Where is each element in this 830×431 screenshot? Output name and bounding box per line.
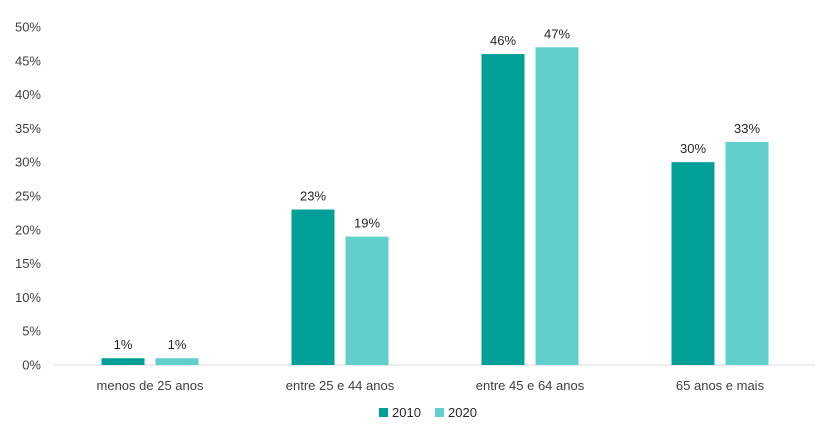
legend-label-2010: 2010	[392, 405, 421, 420]
data-label-2010: 23%	[300, 189, 326, 204]
y-tick-label: 15%	[15, 256, 41, 271]
y-tick-label: 35%	[15, 121, 41, 136]
bar-2010	[481, 54, 525, 365]
y-tick-label: 0%	[22, 358, 41, 373]
bar-2020	[155, 358, 199, 365]
y-tick-label: 25%	[15, 189, 41, 204]
data-label-2010: 46%	[490, 33, 516, 48]
y-tick-label: 30%	[15, 155, 41, 170]
x-tick-label: menos de 25 anos	[97, 378, 204, 393]
bar-2020	[345, 236, 389, 365]
x-tick-label: entre 45 e 64 anos	[476, 378, 585, 393]
bar-2020	[535, 47, 579, 365]
data-label-2010: 30%	[680, 141, 706, 156]
data-label-2020: 47%	[544, 26, 570, 41]
legend-label-2020: 2020	[448, 405, 477, 420]
data-label-2010: 1%	[114, 337, 133, 352]
y-tick-label: 10%	[15, 290, 41, 305]
bar-2010	[291, 209, 335, 365]
y-tick-label: 45%	[15, 53, 41, 68]
y-tick-label: 20%	[15, 222, 41, 237]
data-label-2020: 33%	[734, 121, 760, 136]
bar-2010	[671, 162, 715, 365]
data-label-2020: 19%	[354, 216, 380, 231]
legend-swatch-2010	[379, 408, 388, 417]
y-tick-label: 5%	[22, 324, 41, 339]
y-tick-label: 40%	[15, 87, 41, 102]
bar-2020	[725, 141, 769, 365]
y-tick-label: 50%	[15, 20, 41, 35]
x-tick-label: entre 25 e 44 anos	[286, 378, 395, 393]
x-tick-label: 65 anos e mais	[676, 378, 765, 393]
data-label-2020: 1%	[168, 337, 187, 352]
legend-swatch-2020	[435, 408, 444, 417]
bar-2010	[101, 358, 145, 365]
